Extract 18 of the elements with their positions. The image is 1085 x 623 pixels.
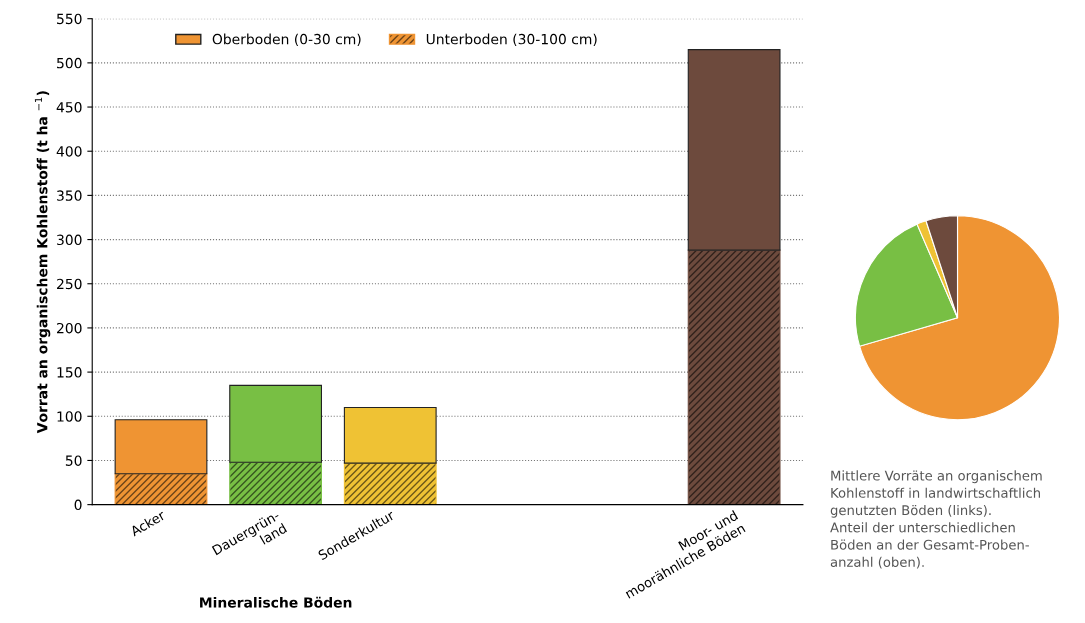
y-tick-label: 250 [57,278,82,290]
y-tick-label: 350 [57,190,82,201]
y-tick-label: 150 [57,367,82,378]
y-tick-label: 550 [57,13,82,25]
pie-slice [859,215,1061,421]
y-tick-label: 500 [57,57,82,69]
y-tick-label: 300 [57,234,82,246]
y-tick-label: 200 [57,322,82,334]
legend-label: Unterboden (30-100 cm) [426,33,597,46]
y-tick-label: 100 [57,411,82,422]
y-tick-label: 450 [56,102,82,113]
x-axis-title: Mineralische Böden [200,596,352,608]
y-axis-title: Vorrat an organischem Kohlenstoff (t ha $^{−1}$) [34,91,51,434]
legend-label: Oberboden (0-30 cm) [212,33,361,46]
text: Mittlere Vorräte an organischem Kohlenstoff in landwirtschaftlich genutzten Böden (links). Anteil der unterschiedlichen Böden an der Gesamt-Proben- anzahl (oben). [830,470,1042,569]
y-tick-label: 0 [74,499,82,511]
y-tick-label: 400 [56,146,82,157]
y-tick-label: 50 [65,455,82,466]
